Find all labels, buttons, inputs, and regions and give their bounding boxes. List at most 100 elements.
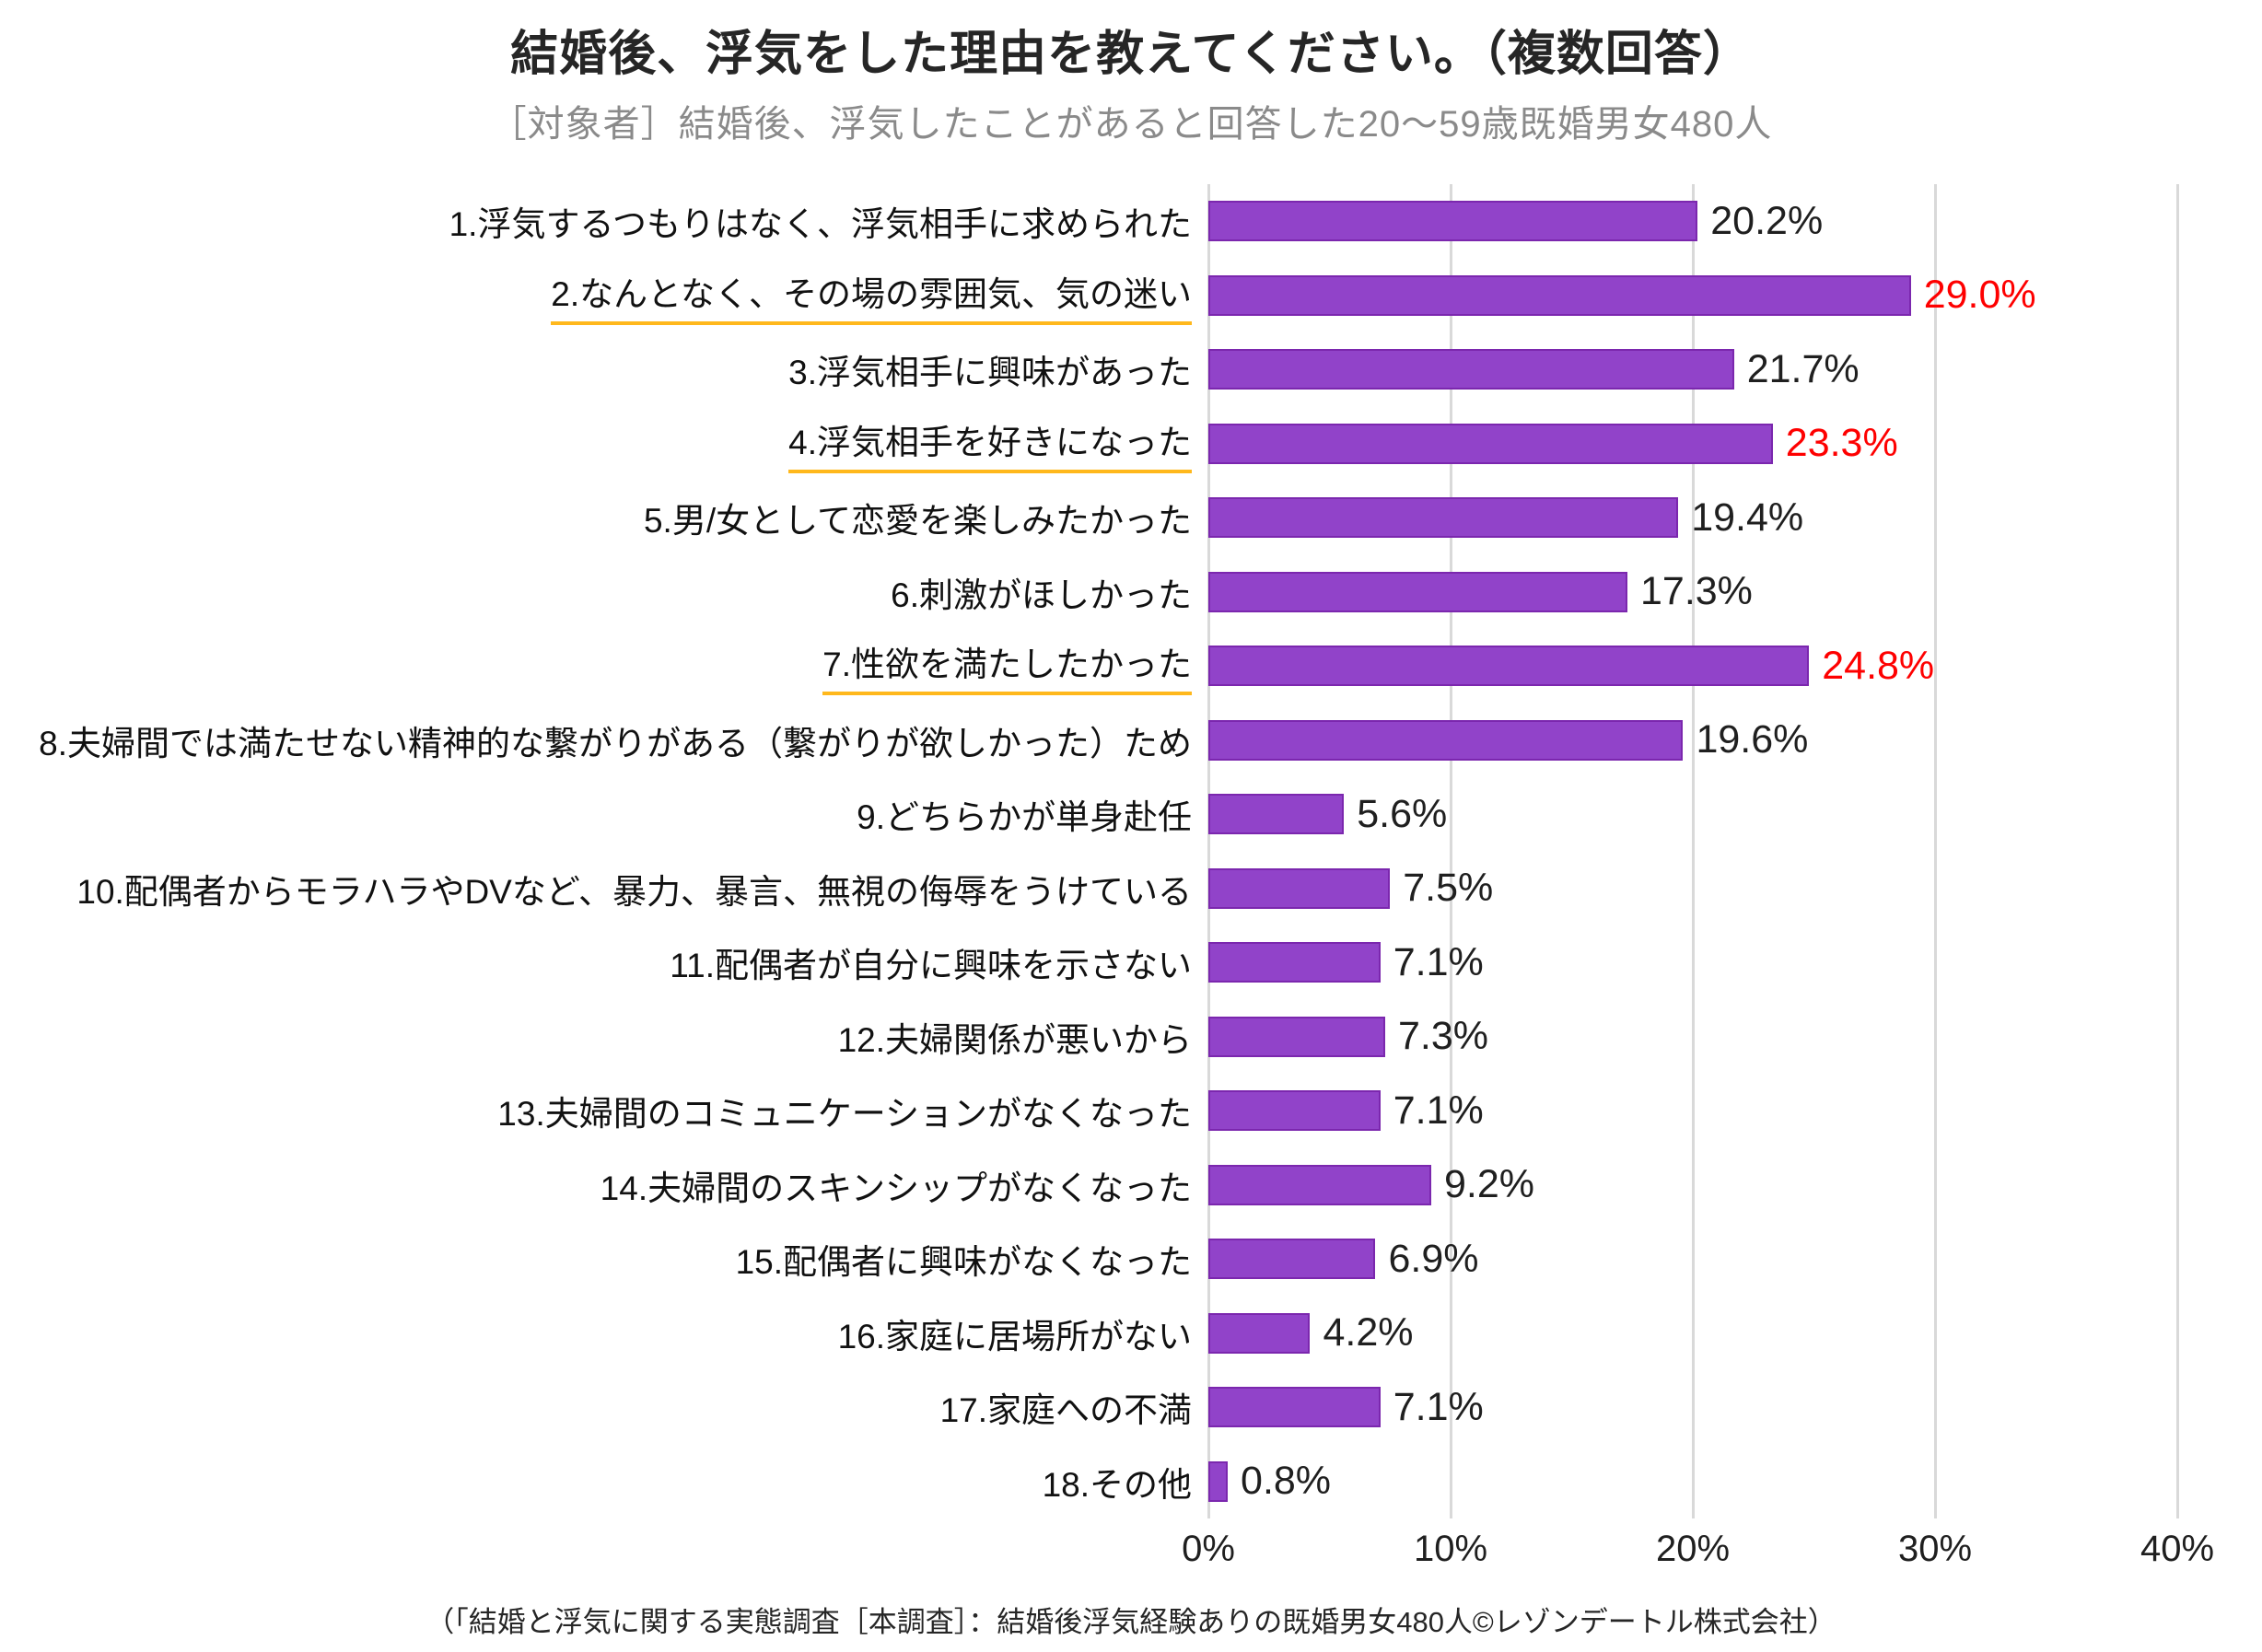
bar-track: 5.6% bbox=[1208, 777, 2262, 852]
bar bbox=[1208, 274, 1911, 316]
category-label-text: 13.夫婦間のコミュニケーションがなくなった bbox=[497, 1095, 1192, 1134]
category-label: 9.どちらかが単身赴任 bbox=[0, 789, 1208, 839]
plot-area: 1.浮気するつもりはなく、浮気相手に求められた 20.2% 2.なんとなく、その場の… bbox=[0, 184, 2262, 1518]
category-label: 14.夫婦間のスキンシップがなくなった bbox=[0, 1160, 1208, 1210]
gridline bbox=[1450, 184, 1452, 1518]
bar-row: 17.家庭への不満 7.1% bbox=[0, 1370, 2262, 1445]
bar bbox=[1208, 1016, 1385, 1057]
category-label: 6.刺激がほしかった bbox=[0, 567, 1208, 617]
gridline bbox=[2176, 184, 2179, 1518]
bar-track: 29.0% bbox=[1208, 259, 2262, 333]
category-label: 7.性欲を満たしたかった bbox=[0, 636, 1208, 696]
bar-row: 15.配偶者に興味がなくなった 6.9% bbox=[0, 1222, 2262, 1297]
bar-track: 0.8% bbox=[1208, 1445, 2262, 1519]
value-label-highlighted: 24.8% bbox=[1822, 643, 1935, 688]
category-label: 2.なんとなく、その場の雰囲気、気の迷い bbox=[0, 266, 1208, 325]
category-label-text-underlined: 2.なんとなく、その場の雰囲気、気の迷い bbox=[551, 266, 1192, 325]
bar bbox=[1208, 646, 1810, 687]
bar-track: 7.1% bbox=[1208, 1074, 2262, 1148]
value-label: 4.2% bbox=[1323, 1310, 1414, 1355]
bar-track: 7.3% bbox=[1208, 1000, 2262, 1075]
axis-tick-label: 20% bbox=[1655, 1529, 1731, 1569]
value-label: 17.3% bbox=[1639, 569, 1753, 614]
value-label: 7.1% bbox=[1393, 939, 1484, 984]
category-label-text: 12.夫婦関係が悪いから bbox=[837, 1020, 1192, 1059]
bar bbox=[1208, 1312, 1311, 1354]
bar-row: 14.夫婦間のスキンシップがなくなった 9.2% bbox=[0, 1148, 2262, 1223]
value-label: 7.1% bbox=[1393, 1384, 1484, 1429]
axis-tick-label: 40% bbox=[2140, 1529, 2215, 1569]
axis-tick-label: 10% bbox=[1413, 1529, 1488, 1569]
category-label-text: 14.夫婦間のスキンシップがなくなった bbox=[600, 1169, 1192, 1207]
bar bbox=[1208, 867, 1391, 909]
gridline bbox=[1934, 184, 1937, 1518]
bar bbox=[1208, 1239, 1376, 1280]
bar-row: 3.浮気相手に興味があった 21.7% bbox=[0, 332, 2262, 407]
category-label: 18.その他 bbox=[0, 1457, 1208, 1507]
axis-tick-label: 0% bbox=[1182, 1529, 1235, 1569]
category-label-text: 10.配偶者からモラハラやDVなど、暴力、暴言、無視の侮辱をうけている bbox=[76, 872, 1192, 911]
bar bbox=[1208, 942, 1381, 983]
chart-title: 結婚後、浮気をした理由を教えてください。（複数回答） bbox=[510, 28, 1752, 81]
bar-row: 5.男/女として恋愛を楽しみたかった 19.4% bbox=[0, 481, 2262, 555]
category-label: 13.夫婦間のコミュニケーションがなくなった bbox=[0, 1086, 1208, 1135]
axis-tick-label: 30% bbox=[1897, 1529, 1973, 1569]
bar-row: 13.夫婦間のコミュニケーションがなくなった 7.1% bbox=[0, 1074, 2262, 1148]
value-label: 9.2% bbox=[1443, 1162, 1534, 1207]
value-label: 7.5% bbox=[1403, 866, 1494, 911]
bar bbox=[1208, 719, 1684, 761]
category-label: 8.夫婦間では満たせない精神的な繋がりがある（繋がりが欲しかった）ため bbox=[0, 715, 1208, 765]
bar-track: 21.7% bbox=[1208, 332, 2262, 407]
bar-row: 18.その他 0.8% bbox=[0, 1445, 2262, 1519]
bar-track: 20.2% bbox=[1208, 184, 2262, 259]
bar bbox=[1208, 349, 1734, 390]
bar bbox=[1208, 1090, 1381, 1132]
bar-row: 8.夫婦間では満たせない精神的な繋がりがある（繋がりが欲しかった）ため 19.6% bbox=[0, 704, 2262, 778]
category-label-text: 16.家庭に居場所がない bbox=[837, 1317, 1192, 1355]
bar-row: 10.配偶者からモラハラやDVなど、暴力、暴言、無視の侮辱をうけている 7.5% bbox=[0, 852, 2262, 926]
bar-row: 4.浮気相手を好きになった 23.3% bbox=[0, 407, 2262, 482]
category-label: 3.浮気相手に興味があった bbox=[0, 344, 1208, 394]
bar-track: 7.1% bbox=[1208, 925, 2262, 1000]
value-label: 7.3% bbox=[1397, 1014, 1488, 1059]
bar-row: 9.どちらかが単身赴任 5.6% bbox=[0, 777, 2262, 852]
value-label: 5.6% bbox=[1357, 791, 1448, 836]
value-label-highlighted: 23.3% bbox=[1785, 421, 1898, 466]
value-label: 19.4% bbox=[1691, 494, 1804, 540]
category-label-text: 8.夫婦間では満たせない精神的な繋がりがある（繋がりが欲しかった）ため bbox=[39, 724, 1192, 762]
bar-row: 7.性欲を満たしたかった 24.8% bbox=[0, 629, 2262, 704]
bar-rows: 1.浮気するつもりはなく、浮気相手に求められた 20.2% 2.なんとなく、その場の… bbox=[0, 184, 2262, 1518]
category-label: 17.家庭への不満 bbox=[0, 1382, 1208, 1432]
bar-track: 19.6% bbox=[1208, 704, 2262, 778]
category-label-text: 17.家庭への不満 bbox=[939, 1391, 1192, 1430]
bar-track: 7.1% bbox=[1208, 1370, 2262, 1445]
bar-row: 1.浮気するつもりはなく、浮気相手に求められた 20.2% bbox=[0, 184, 2262, 259]
bar-row: 12.夫婦関係が悪いから 7.3% bbox=[0, 1000, 2262, 1075]
value-label-highlighted: 29.0% bbox=[1923, 273, 2036, 318]
category-label: 15.配偶者に興味がなくなった bbox=[0, 1234, 1208, 1284]
bar-track: 4.2% bbox=[1208, 1297, 2262, 1371]
bar-track: 17.3% bbox=[1208, 555, 2262, 630]
bar-row: 11.配偶者が自分に興味を示さない 7.1% bbox=[0, 925, 2262, 1000]
category-label-text: 11.配偶者が自分に興味を示さない bbox=[670, 947, 1192, 985]
category-label: 1.浮気するつもりはなく、浮気相手に求められた bbox=[0, 196, 1208, 246]
bar bbox=[1208, 201, 1698, 242]
category-label-text-underlined: 7.性欲を満たしたかった bbox=[822, 636, 1192, 696]
value-label: 6.9% bbox=[1388, 1236, 1479, 1281]
category-label-text: 6.刺激がほしかった bbox=[891, 576, 1192, 614]
category-label-text: 1.浮気するつもりはなく、浮気相手に求められた bbox=[449, 205, 1192, 244]
category-label: 11.配偶者が自分に興味を示さない bbox=[0, 937, 1208, 987]
value-label: 19.6% bbox=[1696, 717, 1809, 762]
bar bbox=[1208, 423, 1773, 464]
bar-row: 6.刺激がほしかった 17.3% bbox=[0, 555, 2262, 630]
bar bbox=[1208, 571, 1627, 612]
bar-row: 16.家庭に居場所がない 4.2% bbox=[0, 1297, 2262, 1371]
bar-track: 9.2% bbox=[1208, 1148, 2262, 1223]
bar-track: 6.9% bbox=[1208, 1222, 2262, 1297]
value-label: 0.8% bbox=[1241, 1459, 1332, 1504]
category-label-text: 3.浮気相手に興味があった bbox=[788, 354, 1192, 392]
category-label: 4.浮気相手を好きになった bbox=[0, 414, 1208, 473]
gridline bbox=[1207, 184, 1210, 1518]
value-label: 20.2% bbox=[1710, 198, 1824, 243]
category-label: 10.配偶者からモラハラやDVなど、暴力、暴言、無視の侮辱をうけている bbox=[0, 864, 1208, 913]
